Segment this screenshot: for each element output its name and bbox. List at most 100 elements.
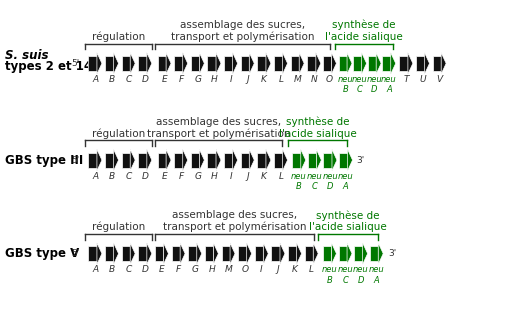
Text: U: U [420, 75, 426, 84]
Text: C: C [357, 85, 363, 94]
Text: L: L [309, 265, 314, 275]
Polygon shape [97, 149, 102, 171]
Polygon shape [399, 56, 408, 71]
Text: B: B [109, 265, 115, 275]
Text: neu: neu [369, 265, 384, 275]
Polygon shape [232, 53, 238, 74]
Polygon shape [339, 246, 347, 261]
Text: B: B [109, 172, 115, 181]
Text: 5': 5' [71, 59, 79, 68]
Text: A: A [92, 172, 98, 181]
Polygon shape [416, 56, 424, 71]
Text: neu: neu [322, 172, 338, 181]
Text: synthèse de
l'acide sialique: synthèse de l'acide sialique [279, 117, 356, 139]
Polygon shape [97, 243, 102, 264]
Polygon shape [408, 53, 413, 74]
Text: types 2 et 14: types 2 et 14 [5, 60, 93, 73]
Polygon shape [197, 243, 202, 264]
Polygon shape [180, 243, 185, 264]
Polygon shape [191, 56, 199, 71]
Polygon shape [331, 53, 336, 74]
Polygon shape [147, 243, 152, 264]
Polygon shape [368, 56, 376, 71]
Text: J: J [277, 265, 280, 275]
Polygon shape [199, 149, 204, 171]
Polygon shape [147, 149, 152, 171]
Polygon shape [163, 243, 168, 264]
Text: 5': 5' [71, 156, 79, 165]
Polygon shape [183, 53, 188, 74]
Text: assemblage des sucres,
transport et polymérisation: assemblage des sucres, transport et poly… [171, 20, 314, 42]
Text: H: H [211, 75, 217, 84]
Text: M: M [225, 265, 232, 275]
Text: GBS type III: GBS type III [5, 153, 83, 167]
Text: neu: neu [307, 172, 322, 181]
Text: neu: neu [291, 172, 307, 181]
Text: J: J [246, 172, 249, 181]
Text: D: D [141, 172, 149, 181]
Text: G: G [194, 75, 201, 84]
Polygon shape [299, 53, 304, 74]
Text: neu: neu [381, 75, 397, 84]
Polygon shape [205, 246, 213, 261]
Polygon shape [207, 56, 216, 71]
Text: F: F [176, 265, 181, 275]
Text: synthèse de
l'acide sialique: synthèse de l'acide sialique [309, 210, 387, 232]
Text: régulation: régulation [92, 31, 145, 42]
Polygon shape [332, 149, 337, 171]
Text: A: A [92, 75, 98, 84]
Text: I: I [229, 172, 232, 181]
Polygon shape [370, 246, 378, 261]
Polygon shape [88, 246, 97, 261]
Polygon shape [138, 56, 147, 71]
Text: V: V [436, 75, 443, 84]
Polygon shape [166, 53, 171, 74]
Polygon shape [158, 56, 166, 71]
Polygon shape [316, 53, 321, 74]
Polygon shape [113, 149, 119, 171]
Text: G: G [191, 265, 199, 275]
Polygon shape [230, 243, 235, 264]
Polygon shape [307, 56, 316, 71]
Text: N: N [311, 75, 317, 84]
Text: neu: neu [322, 265, 337, 275]
Polygon shape [354, 246, 362, 261]
Polygon shape [207, 152, 216, 168]
Polygon shape [105, 56, 113, 71]
Polygon shape [199, 53, 204, 74]
Polygon shape [391, 53, 396, 74]
Polygon shape [291, 56, 299, 71]
Polygon shape [296, 243, 302, 264]
Text: I: I [229, 75, 232, 84]
Text: K: K [261, 75, 267, 84]
Polygon shape [382, 56, 391, 71]
Text: J: J [246, 75, 249, 84]
Polygon shape [378, 243, 383, 264]
Polygon shape [183, 149, 188, 171]
Polygon shape [249, 53, 254, 74]
Text: A: A [92, 265, 98, 275]
Polygon shape [147, 53, 152, 74]
Text: S. suis: S. suis [5, 49, 49, 62]
Polygon shape [241, 152, 249, 168]
Polygon shape [191, 152, 199, 168]
Text: K: K [261, 172, 267, 181]
Polygon shape [308, 152, 316, 168]
Text: neu: neu [337, 75, 353, 84]
Text: D: D [141, 265, 149, 275]
Polygon shape [282, 53, 288, 74]
Polygon shape [339, 56, 347, 71]
Polygon shape [361, 53, 367, 74]
Text: B: B [327, 275, 333, 285]
Polygon shape [174, 152, 183, 168]
Polygon shape [292, 152, 301, 168]
Polygon shape [313, 243, 318, 264]
Text: neu: neu [353, 265, 369, 275]
Polygon shape [246, 243, 252, 264]
Polygon shape [216, 149, 221, 171]
Text: F: F [178, 75, 184, 84]
Polygon shape [331, 243, 336, 264]
Polygon shape [105, 152, 113, 168]
Text: assemblage des sucres,
transport et polymérisation: assemblage des sucres, transport et poly… [163, 210, 306, 232]
Polygon shape [433, 56, 441, 71]
